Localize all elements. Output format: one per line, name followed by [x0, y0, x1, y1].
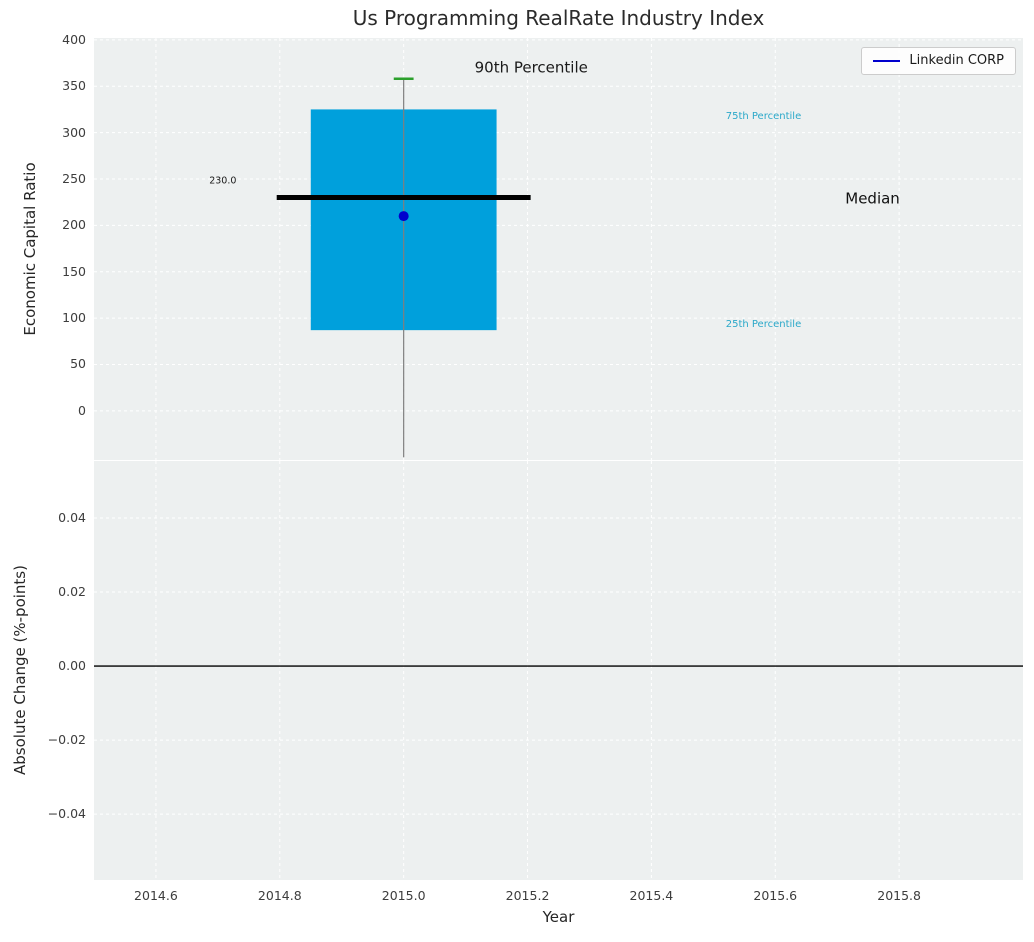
y-tick-label: 200 — [62, 217, 86, 233]
p75-annotation: 75th Percentile — [725, 110, 802, 122]
y-tick-label: 150 — [62, 263, 86, 279]
x-tick-label: 2014.8 — [257, 888, 302, 903]
legend: Linkedin CORP — [861, 47, 1016, 75]
x-tick-label: 2015.8 — [877, 888, 921, 903]
y-tick-label: 250 — [62, 170, 86, 186]
change-plot-svg — [94, 461, 1023, 880]
median-value-annotation: 230.0 — [209, 175, 237, 187]
p90-annotation: 90th Percentile — [474, 58, 588, 77]
y-tick-label: 0.02 — [58, 584, 86, 600]
y-tick-label: −0.02 — [47, 732, 86, 748]
y-tick-label: −0.04 — [47, 806, 86, 822]
x-tick-label: 2014.6 — [134, 888, 178, 903]
median-annotation: Median — [845, 189, 900, 208]
chart-title: Us Programming RealRate Industry Index — [352, 6, 765, 30]
x-tick-label: 2015.0 — [381, 888, 426, 903]
legend-line-icon — [873, 59, 901, 62]
bottom-axes — [94, 461, 1023, 880]
p25-annotation: 25th Percentile — [725, 318, 802, 330]
legend-label: Linkedin CORP — [909, 53, 1004, 68]
x-axis-label: Year — [542, 908, 575, 926]
y-tick-label: 400 — [62, 31, 86, 47]
y-tick-label: 0.04 — [58, 510, 86, 525]
x-tick-label: 2015.4 — [629, 888, 674, 903]
y-tick-label: 350 — [62, 78, 86, 94]
x-tick-label: 2015.6 — [753, 888, 798, 903]
boxplot-svg — [94, 38, 1023, 460]
x-tick-label: 2015.2 — [505, 888, 550, 903]
top-axes: Linkedin CORP 230.0 90th Percentile 75th P… — [94, 38, 1023, 460]
y-tick-label: 50 — [70, 356, 86, 372]
y-tick-label: 0.00 — [58, 658, 86, 674]
company-point — [398, 211, 409, 222]
y-tick-label: 100 — [62, 310, 86, 326]
y-tick-label: 0 — [78, 402, 86, 418]
y-tick-label: 300 — [62, 124, 86, 140]
